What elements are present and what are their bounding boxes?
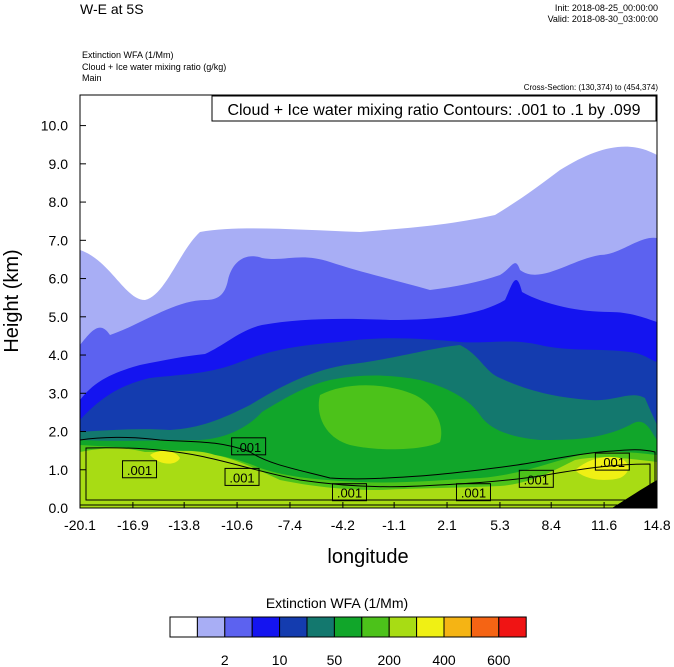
contour-label: .001 <box>236 440 261 455</box>
x-tick-label: -20.1 <box>64 517 96 533</box>
colorbar-tick-label: 600 <box>487 652 511 667</box>
colorbar-swatch <box>498 616 527 638</box>
contour-label-box <box>122 460 158 479</box>
colorbar-swatch <box>251 616 281 638</box>
y-tick-label: 8.0 <box>49 194 69 210</box>
colorbar <box>169 616 527 638</box>
colorbar-swatch <box>388 616 418 638</box>
colorbar-title: Extinction WFA (1/Mm) <box>265 595 409 611</box>
x-tick-label: -13.8 <box>168 517 200 533</box>
x-tick-label: 11.6 <box>591 517 617 533</box>
x-tick-label: -1.1 <box>382 517 406 533</box>
colorbar-tick-label: 400 <box>432 652 456 667</box>
contour-legend-text: Cloud + Ice water mixing ratio Contours:… <box>227 102 640 119</box>
y-axis: 0.0 1.0 2.0 3.0 4.0 5.0 6.0 7.0 8.0 9.0 10.0 <box>41 118 86 516</box>
contour-label: .001 <box>461 486 486 501</box>
contour-label: .001 <box>600 455 625 470</box>
x-axis: -20.1 -16.9 -13.8 -10.6 -7.4 -4.2 -1.1 2.1 5.3 8.… <box>64 502 671 533</box>
terrain-fill <box>612 480 657 508</box>
field-main: Main <box>82 73 102 83</box>
y-tick-label: 4.0 <box>49 347 69 363</box>
contour-label-box <box>224 467 260 486</box>
field-mixing-ratio: Cloud + Ice water mixing ratio (g/kg) <box>82 62 227 72</box>
y-tick-label: 10.0 <box>41 118 68 134</box>
plot-frame <box>79 94 658 509</box>
contour-legend-box <box>211 95 657 122</box>
colorbar-tick-label: 50 <box>327 652 343 667</box>
colorbar-swatch <box>279 616 308 638</box>
colorbar-swatch <box>416 616 445 638</box>
contour-line-outer <box>80 436 656 506</box>
colorbar-swatch <box>470 616 500 638</box>
contour-label: .001 <box>127 463 152 478</box>
colorbar-swatch <box>196 616 226 638</box>
colorbar-tick-label: 2 <box>221 652 229 667</box>
y-axis-label: Height (km) <box>1 249 23 352</box>
contour-label: .001 <box>337 486 362 501</box>
extinction-fill-10b <box>150 450 180 464</box>
colorbar-tick-label: 10 <box>272 652 288 667</box>
contour-label-box <box>331 483 367 502</box>
y-tick-label: 9.0 <box>49 156 69 172</box>
valid-time: Valid: 2018-08-30_03:00:00 <box>547 14 658 24</box>
y-tick-label: 7.0 <box>49 232 69 248</box>
y-tick-label: 1.0 <box>49 462 69 478</box>
plot-area: .001 .001 .001 .001 .001 .001 .001 <box>80 95 657 508</box>
y-tick-label: 3.0 <box>49 385 69 401</box>
contour-label-box <box>518 469 554 488</box>
y-tick-label: 2.0 <box>49 424 69 440</box>
contour-label-box <box>594 452 630 471</box>
colorbar-swatch <box>306 616 335 638</box>
cross-section-label: Cross-Section: (130,374) to (454,374) <box>523 83 658 92</box>
x-tick-label: 2.1 <box>437 517 457 533</box>
colorbar-swatch <box>224 616 253 638</box>
x-axis-label: longitude <box>327 546 408 568</box>
contour-label-box <box>231 437 267 456</box>
extinction-fill-10 <box>575 456 629 480</box>
field-extinction: Extinction WFA (1/Mm) <box>82 50 174 60</box>
contour-label: .001 <box>524 472 549 487</box>
colorbar-swatch <box>169 616 198 638</box>
contour-label-layer: .001 .001 .001 .001 .001 .001 .001 <box>122 437 630 502</box>
x-tick-label: -10.6 <box>221 517 253 533</box>
y-tick-label: 6.0 <box>49 271 69 287</box>
contour-label: .001 <box>229 470 254 485</box>
extinction-fill-9 <box>80 448 657 508</box>
x-tick-label: 5.3 <box>490 517 510 533</box>
init-time: Init: 2018-08-25_00:00:00 <box>554 3 658 13</box>
contour-line-inner <box>85 447 651 501</box>
colorbar-swatch <box>443 616 472 638</box>
extinction-fill-8 <box>318 385 442 450</box>
colorbar-swatch <box>361 616 390 638</box>
x-tick-label: 14.8 <box>643 517 670 533</box>
x-tick-label: -7.4 <box>278 517 302 533</box>
y-tick-label: 0.0 <box>49 500 69 516</box>
x-tick-label: -4.2 <box>331 517 355 533</box>
chart-title: W-E at 5S <box>80 1 144 17</box>
colorbar-swatch <box>333 616 363 638</box>
colorbar-labels: 2 10 50 200 400 600 <box>221 652 511 667</box>
x-tick-label: -16.9 <box>117 517 149 533</box>
contour-label-box <box>455 483 491 502</box>
y-tick-label: 5.0 <box>49 309 69 325</box>
x-tick-label: 8.4 <box>541 517 561 533</box>
colorbar-tick-label: 200 <box>378 652 402 667</box>
